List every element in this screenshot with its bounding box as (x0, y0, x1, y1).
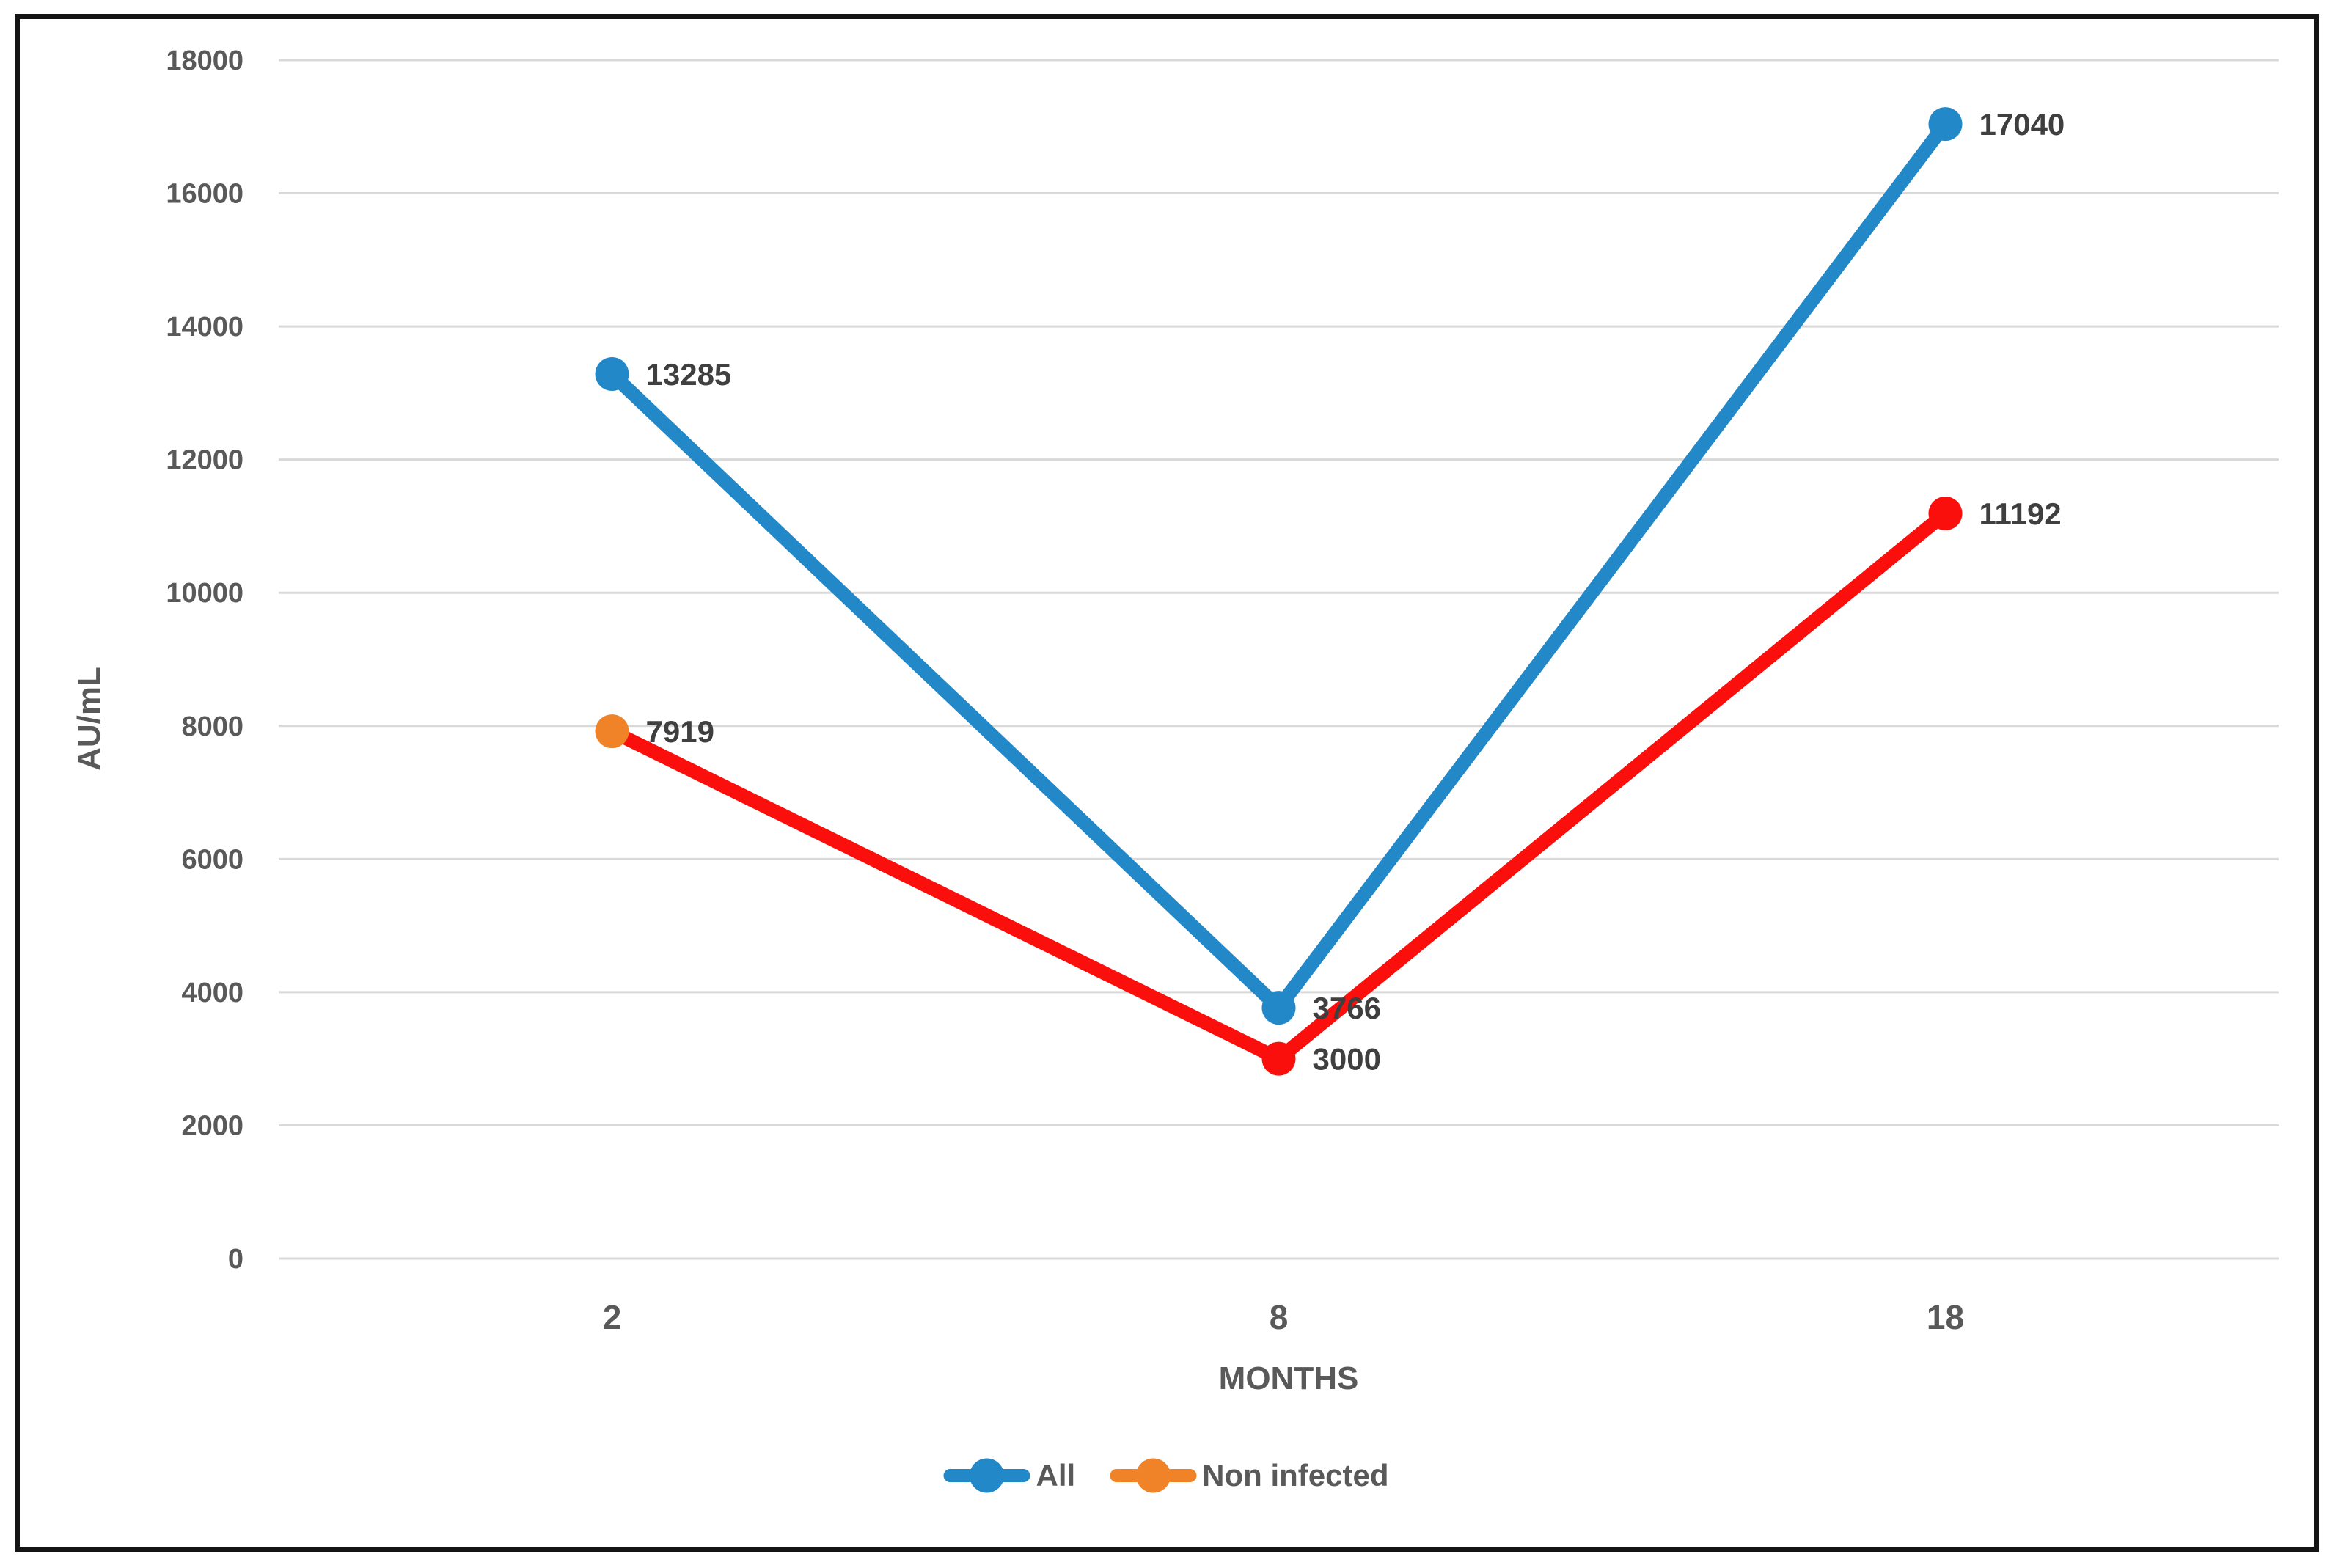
y-tick-label: 6000 (181, 844, 243, 875)
y-tick-label: 4000 (181, 978, 243, 1008)
legend-line-marker-icon (943, 1458, 1030, 1493)
legend-dot-icon (969, 1458, 1004, 1493)
legend-dot-icon (1135, 1458, 1171, 1493)
x-axis-title: MONTHS (1218, 1360, 1359, 1396)
y-tick-label: 12000 (166, 445, 243, 476)
legend-item-non-infected: Non infected (1110, 1458, 1389, 1493)
legend-line-marker-icon (1110, 1458, 1197, 1493)
x-tick-label: 18 (1927, 1298, 1964, 1336)
marker-non-infected-8 (1261, 1041, 1296, 1076)
series-line-non-infected (605, 506, 1952, 1066)
data-label: 11192 (1979, 497, 2062, 531)
series-line-all (605, 117, 1952, 1015)
x-tick-label: 8 (1270, 1298, 1289, 1336)
legend-item-all: All (943, 1458, 1075, 1493)
y-tick-label: 18000 (166, 45, 243, 76)
marker-non-infected-2 (595, 714, 629, 749)
data-label: 7919 (646, 714, 714, 749)
data-label: 17040 (1979, 107, 2065, 142)
legend: All Non infected (943, 1458, 1389, 1493)
y-tick-label: 16000 (166, 179, 243, 210)
data-label: 3766 (1313, 991, 1381, 1025)
data-label: 13285 (646, 357, 732, 392)
marker-all-18 (1928, 107, 1963, 142)
marker-non-infected-18 (1928, 497, 1963, 531)
legend-label: All (1036, 1458, 1076, 1492)
y-tick-label: 2000 (181, 1110, 243, 1141)
y-tick-label: 14000 (166, 312, 243, 342)
y-tick-label: 0 (228, 1244, 243, 1275)
y-tick-label: 10000 (166, 578, 243, 609)
legend-label: Non infected (1202, 1458, 1389, 1492)
data-label: 3000 (1313, 1042, 1381, 1077)
y-tick-label: 8000 (181, 711, 243, 742)
marker-all-2 (595, 357, 629, 392)
y-axis-title: AU/mL (71, 667, 107, 771)
x-tick-label: 2 (603, 1298, 622, 1336)
marker-all-8 (1261, 991, 1296, 1025)
